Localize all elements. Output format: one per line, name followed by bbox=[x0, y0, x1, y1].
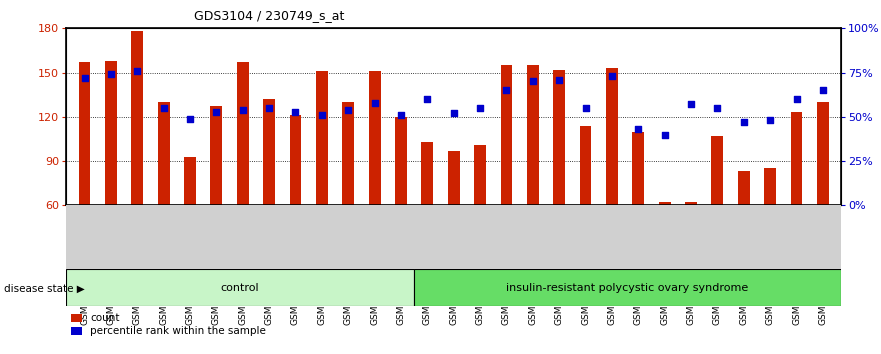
Point bbox=[526, 79, 540, 84]
Point bbox=[710, 105, 724, 111]
Point bbox=[605, 73, 619, 79]
Bar bbox=[211, 107, 222, 205]
Point bbox=[737, 119, 751, 125]
Point bbox=[789, 96, 803, 102]
Point bbox=[367, 100, 381, 105]
Bar bbox=[764, 169, 776, 205]
Point bbox=[447, 110, 461, 116]
Point bbox=[473, 105, 487, 111]
Bar bbox=[553, 70, 565, 205]
Point bbox=[684, 102, 698, 107]
Bar bbox=[738, 171, 750, 205]
Point bbox=[262, 105, 276, 111]
Bar bbox=[237, 62, 248, 205]
Bar bbox=[527, 65, 539, 205]
Point bbox=[236, 107, 250, 113]
Bar bbox=[105, 61, 117, 205]
Point bbox=[157, 105, 171, 111]
Bar bbox=[580, 126, 591, 205]
Point bbox=[763, 118, 777, 123]
Bar bbox=[368, 71, 381, 205]
Bar bbox=[685, 202, 697, 205]
Bar bbox=[790, 113, 803, 205]
Bar bbox=[712, 136, 723, 205]
Point bbox=[130, 68, 144, 74]
Bar bbox=[817, 102, 829, 205]
Point bbox=[552, 77, 566, 82]
Point bbox=[657, 132, 671, 137]
Bar bbox=[413, 269, 841, 306]
Bar bbox=[78, 62, 91, 205]
Bar bbox=[290, 115, 301, 205]
Point bbox=[420, 96, 434, 102]
Bar bbox=[316, 71, 328, 205]
Point bbox=[183, 116, 197, 121]
Point bbox=[632, 126, 646, 132]
Bar bbox=[131, 31, 144, 205]
Bar bbox=[343, 102, 354, 205]
Bar bbox=[606, 68, 618, 205]
Text: GDS3104 / 230749_s_at: GDS3104 / 230749_s_at bbox=[194, 9, 344, 22]
Bar bbox=[633, 132, 644, 205]
Text: disease state ▶: disease state ▶ bbox=[4, 284, 85, 293]
Point bbox=[315, 112, 329, 118]
Point bbox=[288, 109, 302, 114]
Text: insulin-resistant polycystic ovary syndrome: insulin-resistant polycystic ovary syndr… bbox=[507, 282, 749, 293]
Legend: count, percentile rank within the sample: count, percentile rank within the sample bbox=[71, 313, 266, 336]
Point bbox=[394, 112, 408, 118]
Bar bbox=[474, 145, 486, 205]
Point bbox=[210, 109, 224, 114]
Bar bbox=[66, 269, 413, 306]
Bar bbox=[158, 102, 169, 205]
Bar bbox=[500, 65, 513, 205]
Point bbox=[78, 75, 92, 81]
Bar bbox=[421, 142, 433, 205]
Point bbox=[341, 107, 355, 113]
Bar bbox=[184, 156, 196, 205]
Text: control: control bbox=[220, 282, 259, 293]
Point bbox=[104, 72, 118, 77]
Point bbox=[500, 87, 514, 93]
Bar bbox=[263, 99, 275, 205]
Point bbox=[816, 87, 830, 93]
Bar bbox=[395, 117, 407, 205]
Point bbox=[579, 105, 593, 111]
Bar bbox=[659, 202, 670, 205]
Bar bbox=[448, 151, 460, 205]
